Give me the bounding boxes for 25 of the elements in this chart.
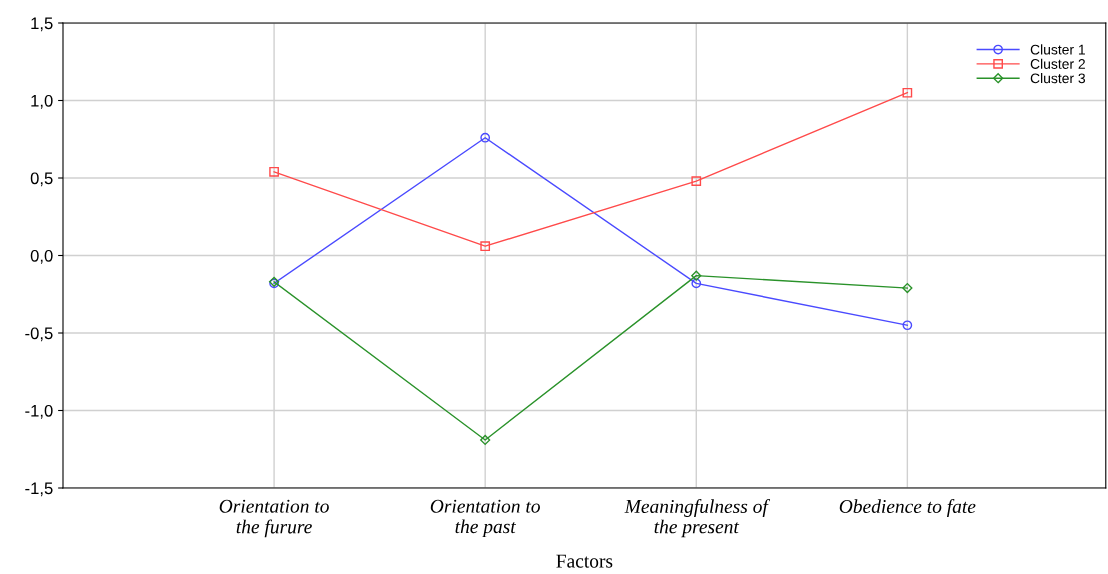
x-tick-label: Meaningfulness of the present — [624, 499, 771, 538]
point — [691, 278, 702, 289]
y-tick-label: 1,0 — [31, 94, 53, 109]
legend-label: Cluster 2 — [1030, 58, 1085, 69]
legend-label: Cluster 1 — [1030, 44, 1085, 55]
x-tick-label: Obedience to fate — [839, 499, 976, 517]
x-tick-label: Orientation to the furure — [219, 499, 329, 538]
y-tick-label: 1,5 — [31, 17, 53, 32]
x-axis-title: Factors — [556, 554, 613, 568]
point — [902, 282, 913, 294]
point — [902, 320, 913, 331]
legend-label: Cluster 3 — [1030, 73, 1086, 84]
y-tick-label: -0,5 — [25, 327, 53, 342]
point — [480, 241, 491, 252]
point — [480, 132, 491, 143]
y-tick-label: 0,0 — [30, 249, 53, 264]
y-tick-label: 0,5 — [30, 172, 53, 187]
y-tick-label: -1,0 — [25, 404, 53, 419]
point — [902, 87, 913, 98]
x-tick-label: Orientation to the past — [430, 499, 540, 538]
y-tick-label: -1,5 — [25, 482, 53, 497]
point — [269, 166, 279, 177]
point — [691, 270, 702, 281]
point — [691, 176, 702, 186]
point — [480, 434, 491, 446]
